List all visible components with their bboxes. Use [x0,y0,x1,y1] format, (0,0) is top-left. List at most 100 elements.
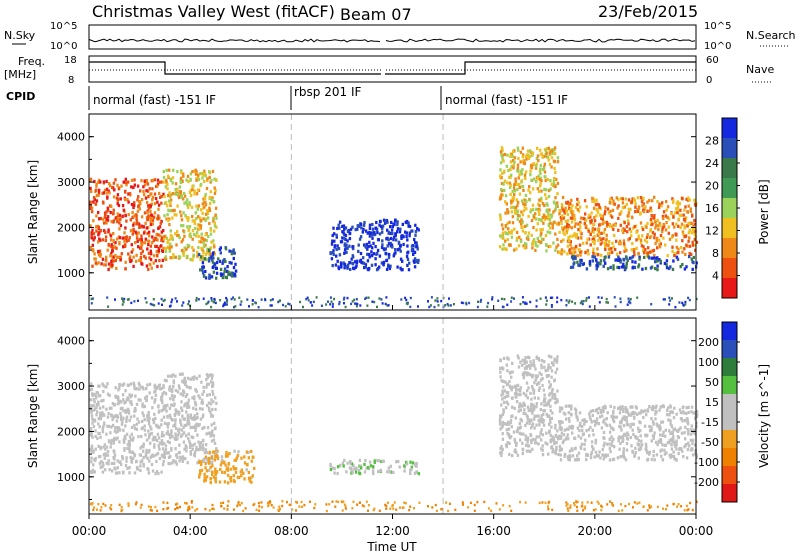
echo-cell [139,464,142,468]
ground-scatter-cell [225,296,228,300]
echo-cell [553,442,556,446]
echo-cell [658,243,661,247]
echo-cell [119,407,123,411]
echo-cell [654,417,657,421]
echo-cell [117,401,121,405]
echo-cell [530,163,533,167]
echo-cell [593,419,596,423]
echo-cell [125,456,128,460]
echo-cell [203,179,206,183]
echo-cell [106,449,110,454]
echo-cell [385,258,389,263]
echo-cell [518,438,522,442]
echo-cell [535,156,539,161]
echo-cell [505,247,508,252]
echo-cell [530,397,533,401]
echo-cell [94,188,98,192]
echo-cell [127,398,130,402]
echo-cell [145,215,149,220]
echo-cell [498,197,502,201]
echo-cell [500,181,504,186]
echo-cell [692,261,695,265]
echo-cell [195,446,198,450]
colorbar-segment [722,322,737,341]
echo-cell [543,365,546,369]
echo-cell [211,381,214,385]
echo-cell [212,256,215,260]
echo-cell [101,191,104,195]
echo-cell [624,406,627,410]
echo-cell [215,178,218,182]
echo-cell [550,215,553,219]
echo-cell [173,213,176,217]
echo-cell [165,168,168,172]
echo-cell [143,428,147,432]
echo-cell [122,470,125,475]
ground-scatter-cell [487,301,490,305]
echo-cell [232,256,235,261]
echo-cell [141,386,144,390]
echo-cell [618,239,622,243]
echo-cell [633,247,636,252]
ground-scatter-cell [372,509,375,512]
ground-scatter-cell [454,508,457,511]
echo-cell [167,245,170,249]
echo-cell [547,354,551,358]
echo-cell [508,441,511,445]
echo-cell [160,423,163,427]
echo-cell [97,188,101,192]
echo-cell [201,236,204,240]
echo-cell [122,398,125,402]
echo-cell [502,367,505,371]
echo-cell [506,237,509,242]
echo-cell [346,246,349,250]
echo-cell [149,204,152,208]
echo-cell [621,206,625,210]
echo-cell [118,428,122,432]
echo-cell [165,409,168,413]
ground-scatter-cell [346,296,349,300]
echo-cell [376,248,380,252]
echo-cell [574,446,577,450]
echo-cell [577,457,580,461]
echo-cell [505,394,508,398]
echo-cell [622,262,625,266]
echo-cell [351,225,354,229]
echo-cell [116,216,119,220]
echo-cell [179,180,183,184]
echo-cell [92,219,95,223]
echo-cell [396,220,399,224]
echo-cell [373,231,376,235]
ground-scatter-cell [168,305,171,308]
echo-cell [115,216,118,220]
echo-cell [181,414,184,418]
ground-scatter-cell [248,305,250,308]
ground-scatter-cell [279,508,281,511]
echo-cell [501,155,504,159]
echo-cell [679,226,682,230]
echo-cell [113,245,117,249]
echo-cell [687,196,690,200]
echo-cell [202,446,205,450]
echo-cell [627,411,630,415]
ground-scatter-cell [477,300,479,303]
echo-cell [637,265,640,269]
echo-cell [599,456,602,460]
echo-cell [578,243,582,247]
echo-cell [504,211,507,215]
ground-scatter-cell [147,505,150,508]
ground-scatter-cell [569,504,572,507]
ground-scatter-cell [590,501,593,504]
ground-scatter-cell [676,505,679,508]
echo-cell [135,217,138,221]
echo-cell [677,247,680,251]
echo-cell [659,242,662,246]
echo-cell [195,204,198,208]
echo-cell [167,432,171,436]
echo-cell [97,431,100,435]
echo-cell [201,176,204,180]
echo-cell [164,255,167,259]
ground-scatter-cell [584,505,587,508]
echo-cell [214,467,217,471]
echo-cell [634,224,638,228]
